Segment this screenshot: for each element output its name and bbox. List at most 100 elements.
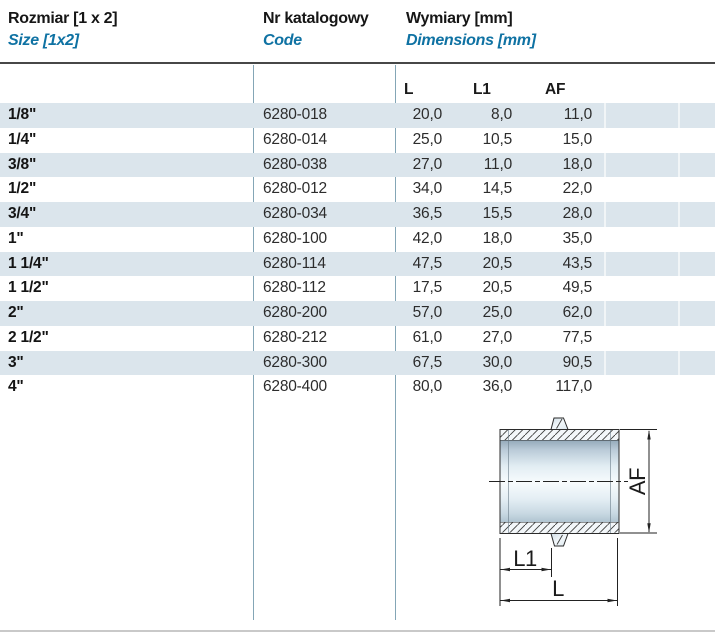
l-label: L (552, 576, 564, 601)
stripe-gap-line-1 (604, 103, 606, 400)
code-cell: 6280-014 (263, 130, 327, 148)
size-cell: 1/2" (8, 180, 37, 198)
code-cell: 6280-112 (263, 279, 326, 297)
code-cell: 6280-400 (263, 378, 327, 396)
af-cell: 22,0 (562, 180, 593, 198)
l1-cell: 36,0 (482, 378, 513, 396)
thread-band-bottom (499, 521, 620, 534)
size-cell: 1/8" (8, 106, 37, 123)
l-arrow-left (500, 598, 510, 603)
table-row: 2" 6280-200 57,0 25,0 62,0 (0, 301, 715, 326)
af-arrow-top (647, 430, 651, 440)
af-cell: 28,0 (562, 205, 593, 222)
code-cell: 6280-212 (263, 328, 327, 346)
size-cell: 1/4" (8, 130, 37, 148)
l1-arrow-right (541, 567, 551, 572)
table-row: 1/8" 6280-018 20,0 8,0 11,0 (0, 103, 715, 128)
size-cell: 1" (8, 229, 24, 247)
table-row: 2 1/2" 6280-212 61,0 27,0 77,5 (0, 326, 715, 351)
af-arrow-bottom (647, 523, 651, 533)
l-cell: 61,0 (412, 328, 443, 346)
code-column-subtitle: Code (263, 32, 302, 49)
l1-cell: 11,0 (483, 155, 512, 173)
af-cell: 18,0 (562, 155, 593, 173)
code-cell: 6280-012 (263, 180, 327, 198)
l-cell: 17,5 (412, 279, 443, 297)
l1-cell: 10,5 (482, 130, 513, 148)
stripe-gap-line-2 (678, 103, 680, 400)
code-cell: 6280-018 (263, 106, 327, 123)
af-cell: 11,0 (563, 106, 592, 123)
l-cell: 27,0 (412, 155, 443, 173)
af-cell: 43,5 (562, 254, 593, 272)
af-cell: 15,0 (562, 130, 593, 148)
l1-cell: 27,0 (482, 328, 513, 346)
l-cell: 25,0 (412, 130, 443, 148)
l-cell: 20,0 (412, 106, 443, 123)
technical-drawing: AF L1 L (489, 417, 657, 606)
af-cell: 90,5 (562, 353, 593, 371)
collar-top-hatch (556, 418, 563, 429)
code-cell: 6280-300 (263, 353, 327, 371)
table-row: 3/4" 6280-034 36,5 15,5 28,0 (0, 202, 715, 227)
table-row: 3/8" 6280-038 27,0 11,0 18,0 (0, 152, 715, 178)
size-cell: 3" (8, 353, 24, 371)
af-label: AF (625, 468, 650, 495)
af-cell: 77,5 (562, 328, 593, 346)
l1-cell: 8,0 (491, 106, 512, 123)
l-cell: 67,5 (412, 353, 443, 371)
header-divider (0, 62, 715, 64)
size-cell: 2" (8, 304, 24, 321)
subheader-l: L (404, 81, 414, 98)
l1-cell: 15,5 (482, 205, 513, 222)
table-row: 1" 6280-100 42,0 18,0 35,0 (0, 227, 715, 252)
size-cell: 1 1/4" (8, 254, 49, 272)
l1-cell: 25,0 (482, 304, 513, 321)
table-row: 1/4" 6280-014 25,0 10,5 15,0 (0, 128, 715, 153)
code-cell: 6280-114 (263, 254, 326, 272)
l-arrow-right (607, 598, 617, 603)
size-column-subtitle: Size [1x2] (8, 32, 79, 49)
af-cell: 62,0 (562, 304, 593, 321)
l1-label: L1 (513, 546, 537, 571)
page-bottom-edge (0, 630, 715, 632)
code-cell: 6280-038 (263, 155, 327, 173)
code-cell: 6280-034 (263, 205, 327, 222)
size-cell: 2 1/2" (8, 328, 49, 346)
dimensions-column-title: Wymiary [mm] (406, 10, 513, 27)
af-cell: 49,5 (562, 279, 593, 297)
table-row: 3" 6280-300 67,5 30,0 90,5 (0, 350, 715, 376)
size-cell: 1 1/2" (8, 279, 49, 297)
af-cell: 117,0 (555, 378, 592, 396)
l1-cell: 20,5 (482, 279, 513, 297)
l-cell: 42,0 (412, 229, 443, 247)
af-cell: 35,0 (562, 229, 593, 247)
code-cell: 6280-200 (263, 304, 327, 321)
column-separator-2 (395, 65, 396, 620)
table-row: 1/2" 6280-012 34,0 14,5 22,0 (0, 177, 715, 202)
l-cell: 57,0 (412, 304, 443, 321)
l-cell: 47,5 (412, 254, 443, 272)
code-cell: 6280-100 (263, 229, 327, 247)
size-cell: 3/8" (8, 155, 37, 173)
table-row: 4" 6280-400 80,0 36,0 117,0 (0, 375, 715, 400)
table-row: 1 1/2" 6280-112 17,5 20,5 49,5 (0, 276, 715, 301)
thread-band-top (499, 429, 620, 441)
l1-cell: 18,0 (482, 229, 513, 247)
table-body: 1/8" 6280-018 20,0 8,0 11,0 1/4" 6280-01… (0, 103, 715, 400)
dimensions-column-subtitle: Dimensions [mm] (406, 32, 536, 49)
subheader-l1: L1 (473, 81, 491, 98)
size-column-title: Rozmiar [1 x 2] (8, 10, 118, 27)
code-column-title: Nr katalogowy (263, 10, 369, 27)
l1-cell: 30,0 (482, 353, 513, 371)
size-cell: 4" (8, 378, 24, 396)
l-cell: 34,0 (412, 180, 443, 198)
subheader-af: AF (545, 81, 566, 98)
table-row: 1 1/4" 6280-114 47,5 20,5 43,5 (0, 251, 715, 277)
l-cell: 80,0 (412, 378, 443, 396)
collar-bottom-hatch (556, 534, 563, 545)
l1-cell: 14,5 (482, 180, 513, 198)
size-cell: 3/4" (8, 205, 37, 222)
l1-arrow-left (500, 567, 510, 572)
l-cell: 36,5 (412, 205, 443, 222)
